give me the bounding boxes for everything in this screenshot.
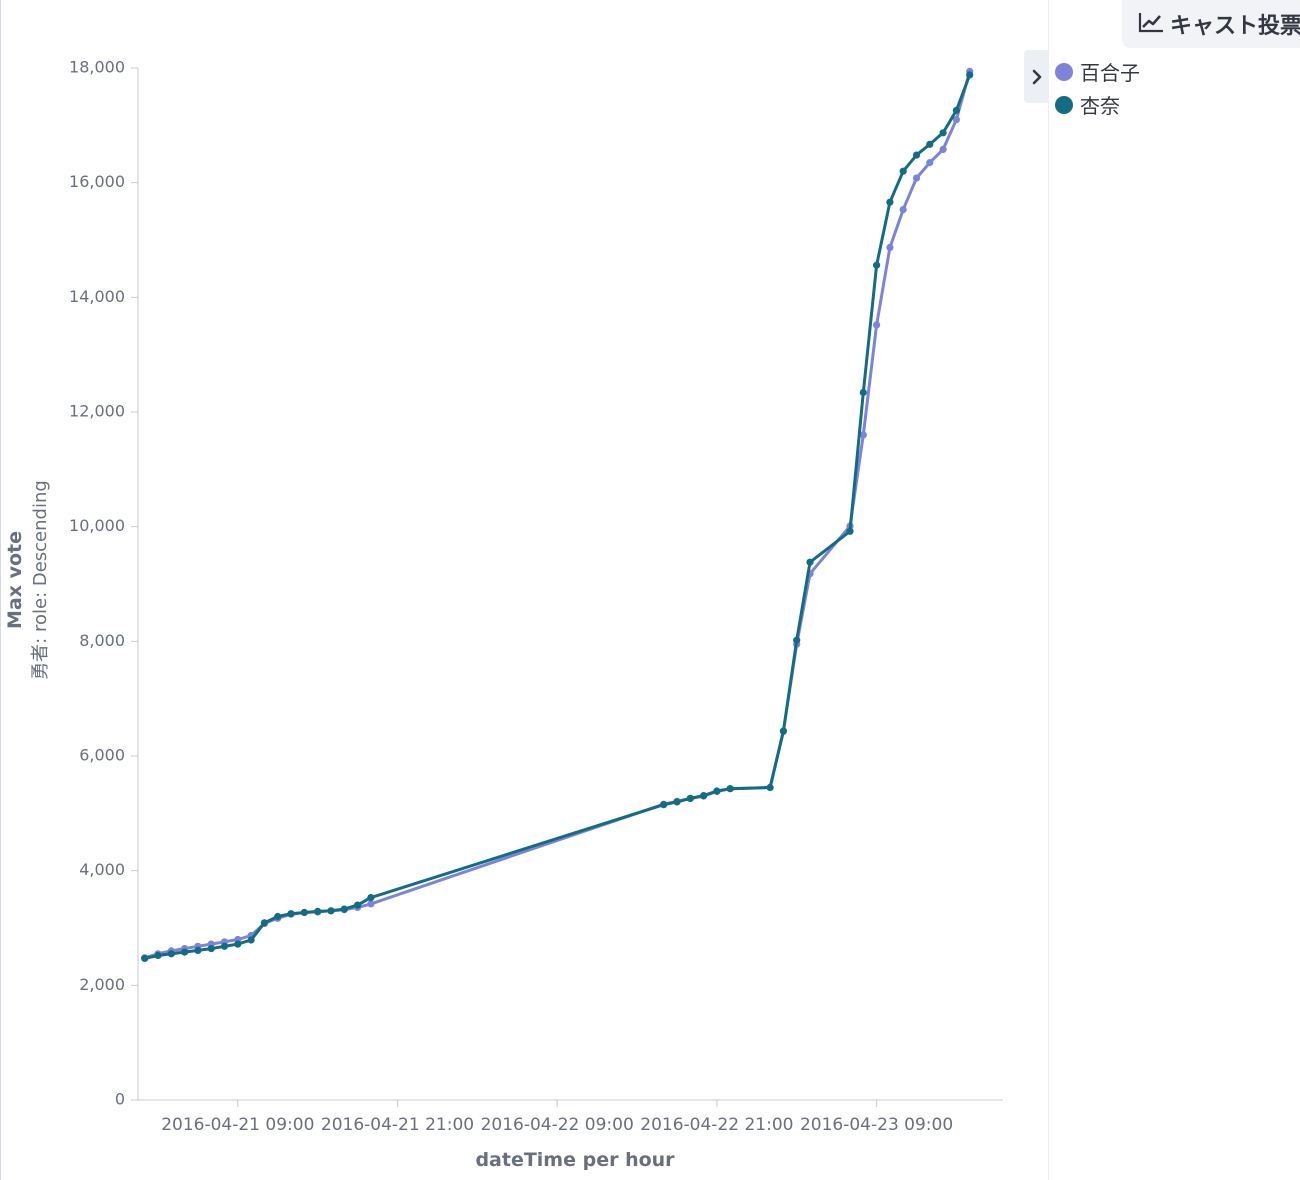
legend-label: 杏奈: [1080, 94, 1120, 118]
data-point[interactable]: [181, 948, 189, 956]
y-tick-label: 10,000: [69, 516, 125, 535]
data-point[interactable]: [141, 954, 149, 963]
data-point[interactable]: [167, 950, 175, 958]
panel-left-border: [0, 0, 1, 1180]
legend-item[interactable]: 百合子: [1055, 55, 1140, 88]
data-point[interactable]: [327, 907, 335, 915]
data-point[interactable]: [886, 243, 894, 252]
line-chart: 0 2,000 4,000 6,000 8,000 10,000 12,000 14,000 1…: [4, 58, 1003, 1171]
data-point[interactable]: [700, 792, 708, 800]
data-point[interactable]: [899, 206, 907, 214]
data-point[interactable]: [726, 785, 734, 793]
data-point[interactable]: [899, 167, 907, 175]
data-point[interactable]: [806, 558, 814, 566]
data-point[interactable]: [926, 140, 934, 148]
data-point[interactable]: [260, 919, 268, 927]
data-point[interactable]: [287, 910, 295, 918]
x-tick-label: 2016-04-21 21:00: [321, 1115, 474, 1135]
data-point[interactable]: [873, 321, 881, 329]
data-point[interactable]: [154, 951, 162, 960]
x-tick-label: 2016-04-23 09:00: [800, 1115, 953, 1135]
data-point[interactable]: [912, 174, 921, 182]
data-point[interactable]: [354, 901, 362, 909]
y-tick-label: 6,000: [79, 746, 125, 765]
y-tick-label: 2,000: [79, 975, 125, 994]
data-point[interactable]: [926, 159, 934, 167]
y-tick-label: 14,000: [69, 287, 125, 306]
data-point[interactable]: [340, 905, 348, 913]
data-point[interactable]: [367, 900, 375, 908]
panel-title-badge[interactable]: キャスト投票: [1122, 0, 1300, 48]
y-tick-label: 12,000: [69, 402, 125, 421]
data-point[interactable]: [207, 945, 215, 953]
legend-toggle-button[interactable]: [1024, 50, 1049, 103]
y-tick-label: 18,000: [69, 58, 125, 77]
y-tick-label: 0: [115, 1090, 125, 1109]
data-point[interactable]: [873, 261, 881, 269]
series-0: [141, 67, 974, 962]
data-point[interactable]: [952, 116, 961, 124]
series-line: [144, 71, 972, 960]
data-point[interactable]: [939, 145, 947, 153]
data-point[interactable]: [274, 912, 282, 921]
data-point[interactable]: [846, 527, 854, 535]
legend-swatch: [1055, 95, 1073, 114]
legend-panel: [1048, 0, 1300, 1180]
data-point[interactable]: [686, 794, 694, 803]
series-line: [144, 74, 972, 960]
data-point[interactable]: [912, 151, 921, 159]
data-point[interactable]: [247, 936, 255, 944]
series-1: [141, 71, 974, 963]
data-point[interactable]: [779, 727, 788, 735]
y-axis-subtitle: 勇者: role: Descending: [30, 480, 51, 680]
x-tick-label: 2016-04-22 09:00: [481, 1115, 634, 1135]
y-tick-label: 4,000: [79, 860, 125, 879]
x-axis: 2016-04-21 09:00 2016-04-21 21:00 2016-04-…: [138, 1099, 1003, 1135]
data-point[interactable]: [952, 106, 961, 114]
line-chart-icon: [1138, 11, 1164, 37]
x-tick-label: 2016-04-21 09:00: [161, 1115, 314, 1135]
x-axis-title: dateTime per hour: [475, 1149, 675, 1171]
data-point[interactable]: [859, 388, 867, 397]
legend-item[interactable]: 杏奈: [1055, 88, 1140, 121]
chevron-right-icon: [1032, 69, 1041, 84]
data-point[interactable]: [793, 636, 801, 644]
legend-label: 百合子: [1080, 61, 1140, 85]
data-point[interactable]: [886, 198, 894, 206]
legend: 百合子 杏奈: [1055, 55, 1140, 121]
y-axis: 0 2,000 4,000 6,000 8,000 10,000 12,000 14,000 1…: [69, 58, 139, 1109]
data-point[interactable]: [234, 940, 242, 948]
data-point[interactable]: [673, 798, 681, 806]
data-point[interactable]: [194, 946, 202, 955]
data-point[interactable]: [300, 908, 308, 917]
data-point[interactable]: [766, 783, 774, 792]
data-point[interactable]: [220, 942, 229, 950]
data-point[interactable]: [966, 71, 974, 79]
x-tick-label: 2016-04-22 21:00: [640, 1115, 793, 1135]
data-point[interactable]: [367, 894, 375, 902]
y-tick-label: 16,000: [69, 172, 125, 191]
data-point[interactable]: [713, 787, 721, 795]
y-axis-title: Max vote: [4, 531, 26, 629]
data-point[interactable]: [939, 129, 947, 137]
data-point[interactable]: [660, 801, 668, 809]
data-point[interactable]: [859, 431, 867, 439]
data-point[interactable]: [314, 907, 322, 916]
legend-swatch: [1055, 62, 1073, 81]
panel-title: キャスト投票: [1170, 14, 1300, 39]
series-layer: [141, 67, 974, 963]
y-tick-label: 8,000: [79, 631, 125, 650]
